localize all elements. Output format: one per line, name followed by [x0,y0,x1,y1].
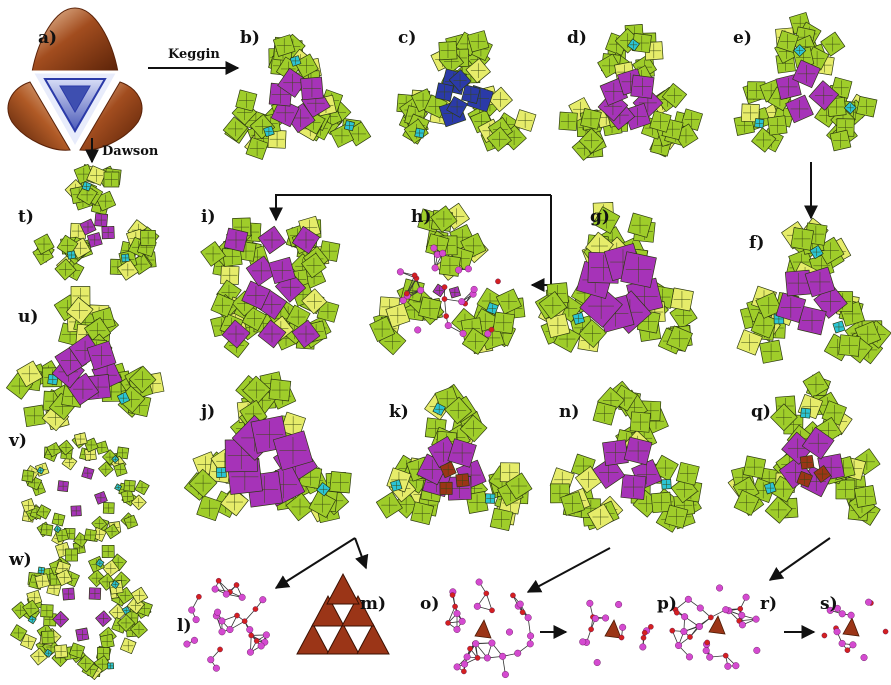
panel-label-u: u) [18,307,38,327]
cluster-e [733,12,878,153]
cluster-k [375,383,533,532]
panel-label-q: q) [751,402,771,422]
panel-label-d: d) [567,28,587,48]
cluster-b [222,33,372,160]
keggin-label: Keggin [168,47,220,62]
cluster-j [183,371,352,524]
panel-label-c: c) [398,28,416,48]
cluster-h-ligands [396,244,501,338]
cluster-v [21,432,150,555]
cluster-s [821,598,889,662]
cluster-n [549,380,703,533]
dawson-label: Dawson [102,144,159,159]
panel-label-a: a) [38,28,57,48]
arrow-q-to-r [768,537,831,581]
panel-label-r: r) [760,594,777,614]
cluster-t [32,163,160,281]
arrow-k-to-m [354,537,369,570]
panel-label-e: e) [733,28,752,48]
cluster-d [558,24,703,161]
panel-label-w: w) [8,550,32,570]
cluster-p [669,584,761,670]
panel-a-schematic [7,7,143,152]
panel-label-s: s) [820,594,838,614]
cluster-m [296,572,390,655]
cluster-l [183,577,270,672]
panel-label-i: i) [201,207,216,227]
cluster-h [369,202,526,356]
panel-label-o: o) [420,594,439,614]
panel-label-h: h) [411,207,431,227]
cluster-f [736,217,891,365]
cluster-illustrations [5,12,891,680]
panel-label-t: t) [18,207,34,227]
panel-label-g: g) [590,207,610,227]
panel-label-p: p) [657,594,677,614]
cluster-w [10,541,153,680]
panel-label-j: j) [199,402,215,422]
panel-label-v: v) [8,431,27,451]
cluster-o-core [579,599,654,667]
panel-label-n: n) [559,402,579,422]
cluster-o [445,578,535,679]
panel-label-m: m) [360,594,386,614]
cluster-i-apexes [221,225,321,349]
arrow-k-to-l [274,537,356,589]
cluster-q [727,371,881,526]
cluster-g [534,202,698,355]
cluster-u [5,286,165,432]
panel-label-b: b) [240,28,260,48]
panel-label-l: l) [177,616,192,636]
cluster-c [396,30,537,152]
panel-label-f: f) [749,233,764,253]
panel-label-k: k) [389,402,409,422]
arrow-n-to-o [526,547,611,593]
